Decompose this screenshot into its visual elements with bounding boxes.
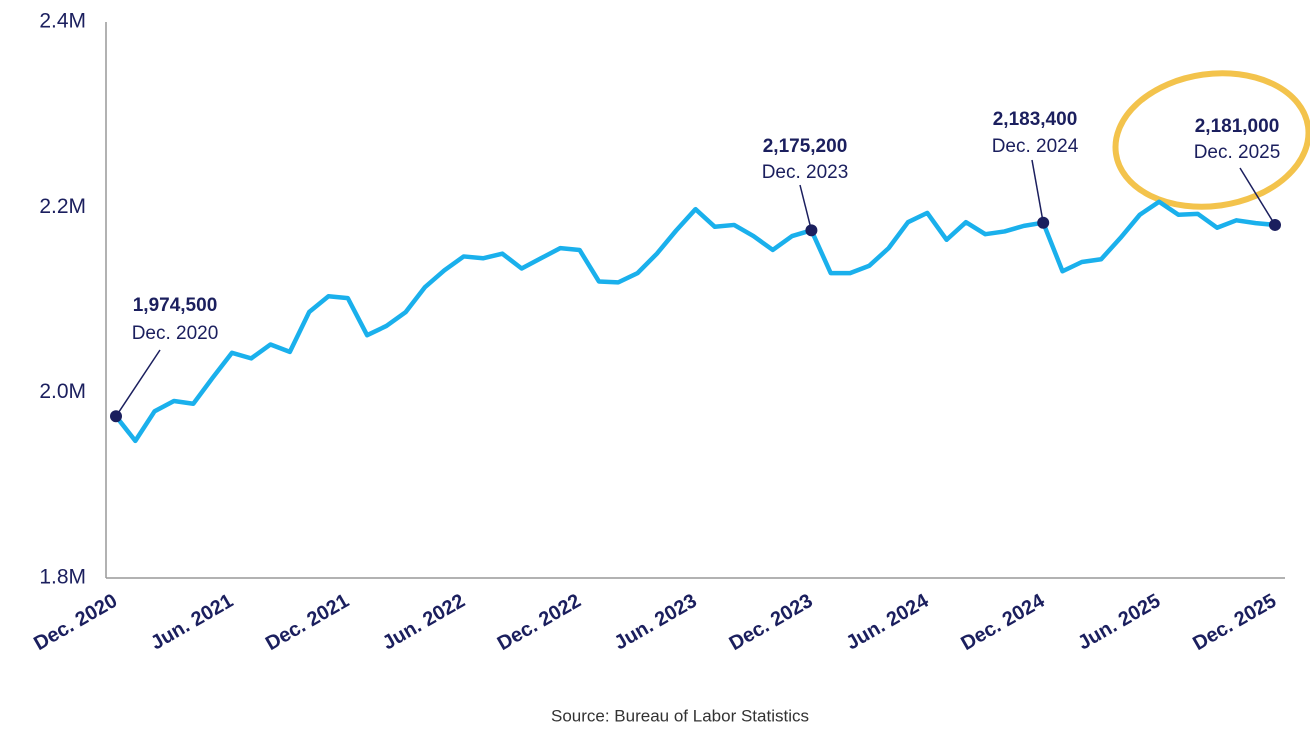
- annotation-value: 1,974,500: [133, 295, 218, 316]
- x-tick-label: Jun. 2024: [842, 589, 933, 654]
- y-tick-label: 2.0M: [39, 380, 86, 403]
- highlight-circle: [1112, 70, 1310, 210]
- leader-line: [115, 349, 161, 417]
- point-marker: [1037, 216, 1050, 229]
- annotation-date: Dec. 2025: [1194, 142, 1281, 163]
- x-tick-label: Dec. 2024: [957, 589, 1049, 655]
- x-tick-label: Jun. 2022: [379, 590, 469, 655]
- point-marker: [805, 224, 818, 237]
- y-tick-label: 2.2M: [39, 195, 86, 218]
- point-marker: [1269, 218, 1281, 231]
- x-tick-label: Dec. 2022: [494, 590, 585, 655]
- x-tick-label: Jun. 2025: [1074, 590, 1164, 655]
- annotation-value: 2,183,400: [993, 109, 1078, 130]
- x-tick-label: Dec. 2023: [726, 590, 817, 655]
- annotation-date: Dec. 2023: [762, 162, 849, 183]
- y-tick-label: 1.8M: [39, 566, 86, 589]
- x-tick-label: Jun. 2023: [611, 590, 701, 655]
- y-tick-label: 2.4M: [39, 10, 86, 33]
- annotation-date: Dec. 2024: [992, 136, 1079, 157]
- point-marker: [110, 410, 122, 423]
- x-tick-label: Jun. 2021: [147, 590, 237, 655]
- annotation-value: 2,175,200: [763, 136, 848, 157]
- source: Source: Bureau of Labor Statistics: [551, 706, 809, 725]
- x-tick-label: Dec. 2020: [30, 590, 121, 655]
- annotation-date: Dec. 2020: [132, 323, 219, 344]
- leader-line: [799, 184, 813, 231]
- annotation-value: 2,181,000: [1195, 116, 1280, 137]
- leader-line: [1031, 159, 1044, 223]
- line: [114, 199, 1276, 444]
- x-tick-label: Dec. 2025: [1189, 590, 1280, 655]
- x-tick-label: Dec. 2021: [262, 590, 353, 655]
- leader-line: [1239, 167, 1276, 226]
